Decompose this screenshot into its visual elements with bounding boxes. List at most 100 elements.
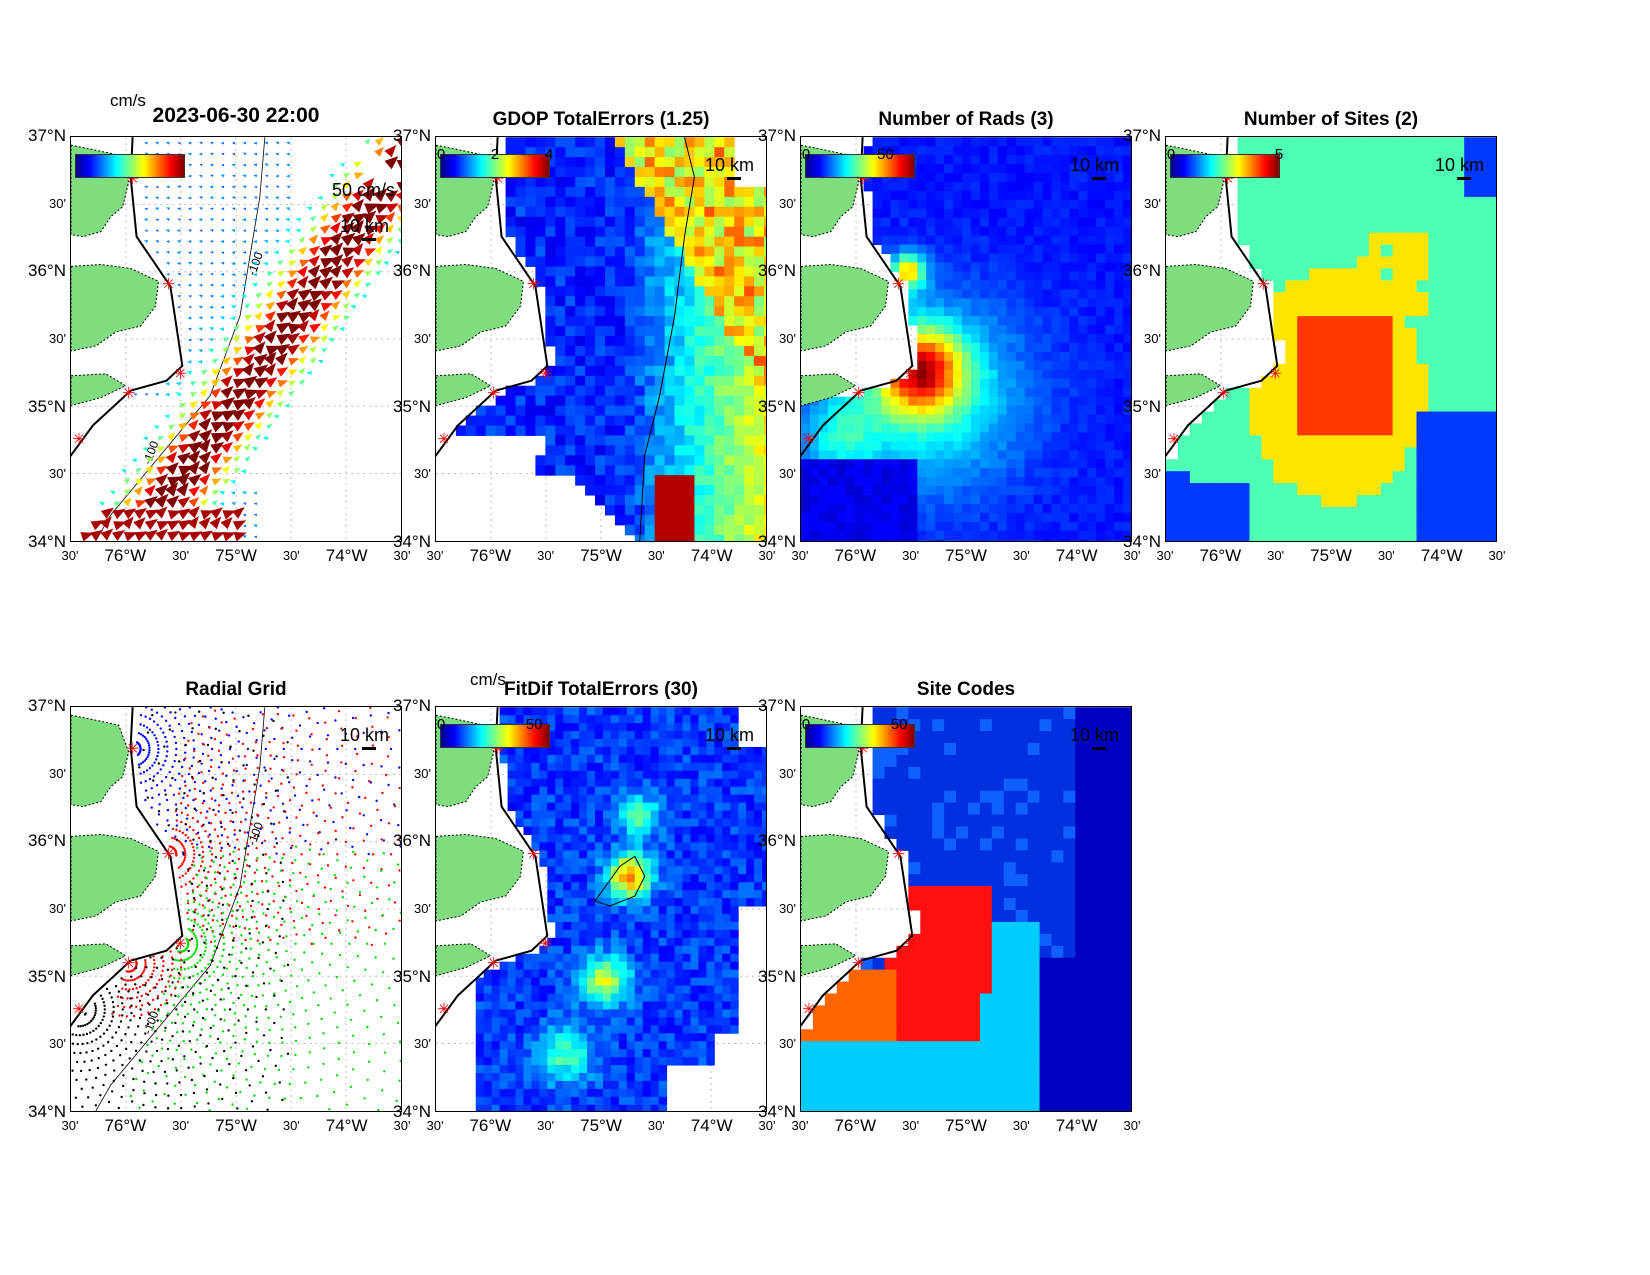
- grid-cell: [545, 336, 556, 347]
- grid-cell: [1344, 483, 1358, 496]
- grid-cell: [1488, 518, 1496, 532]
- grid-cell: [1051, 146, 1061, 156]
- grid-cell: [1123, 459, 1131, 469]
- grid-cell: [1404, 363, 1417, 377]
- grid-cell: [1051, 164, 1061, 174]
- radial-grid-point: [164, 719, 168, 723]
- grid-cell: [917, 217, 927, 228]
- grid-cell: [674, 167, 685, 178]
- grid-cell: [1404, 161, 1417, 174]
- grid-cell: [1356, 375, 1370, 389]
- current-vector: [209, 218, 214, 222]
- grid-cell: [1488, 256, 1496, 269]
- grid-cell: [917, 280, 927, 290]
- grid-cell: [1114, 369, 1124, 380]
- current-vector: [155, 185, 159, 189]
- grid-cell: [1332, 506, 1346, 520]
- current-vector: [177, 273, 181, 276]
- grid-cell: [1096, 387, 1106, 398]
- grid-cell: [899, 530, 909, 541]
- grid-cell: [1015, 325, 1026, 335]
- current-vector: [274, 196, 279, 200]
- grid-cell: [863, 387, 874, 398]
- radial-grid-point: [273, 892, 276, 896]
- grid-cell: [684, 445, 695, 456]
- grid-cell: [644, 375, 656, 387]
- radial-grid-point: [241, 806, 244, 809]
- grid-cell: [1428, 328, 1441, 341]
- grid-cell: [1105, 164, 1115, 174]
- current-vector: [231, 141, 236, 145]
- grid-cell: [1476, 447, 1489, 460]
- grid-cell: [908, 405, 918, 416]
- grid-cell: [908, 253, 918, 263]
- grid-cell: [917, 298, 927, 308]
- radial-grid-point: [180, 843, 184, 846]
- grid-cell: [1416, 244, 1429, 257]
- grid-cell: [1015, 360, 1026, 371]
- radial-grid-point: [193, 921, 196, 924]
- grid-cell: [654, 226, 666, 238]
- grid-cell: [515, 137, 526, 148]
- grid-cell: [585, 405, 596, 417]
- radial-grid-point: [221, 783, 225, 786]
- grid-cell: [899, 459, 909, 469]
- current-vector: [310, 336, 321, 344]
- grid-cell: [1309, 244, 1322, 257]
- radial-grid-point: [177, 772, 181, 775]
- grid-cell: [1015, 369, 1026, 380]
- grid-cell: [1087, 351, 1097, 362]
- grid-cell: [754, 475, 765, 486]
- current-vector: [263, 319, 276, 333]
- current-vector: [339, 162, 345, 168]
- grid-cell: [535, 375, 546, 387]
- radial-grid-point: [233, 717, 236, 720]
- radial-grid-point: [186, 901, 190, 905]
- radial-grid-point: [223, 865, 226, 869]
- grid-cell: [714, 137, 725, 148]
- radial-grid-point: [146, 1043, 149, 1047]
- grid-cell: [1087, 226, 1097, 237]
- grid-cell: [734, 524, 745, 536]
- radial-grid-point: [254, 741, 258, 744]
- radial-grid-point: [249, 801, 253, 804]
- grid-cell: [1051, 298, 1061, 308]
- current-vector: [332, 325, 340, 332]
- radial-grid-point: [316, 874, 320, 877]
- grid-cell: [674, 345, 685, 357]
- grid-cell: [1060, 164, 1070, 174]
- current-vector: [145, 509, 159, 520]
- radial-grid-point: [177, 977, 181, 980]
- radial-grid-point: [365, 833, 369, 836]
- grid-cell: [1309, 256, 1322, 269]
- grid-cell: [734, 534, 745, 541]
- grid-cell: [1321, 387, 1334, 401]
- grid-cell: [674, 395, 685, 407]
- grid-cell: [1024, 459, 1035, 469]
- grid-cell: [664, 157, 676, 168]
- grid-cell: [1087, 298, 1097, 308]
- grid-cell: [1006, 181, 1017, 192]
- radial-grid-point: [188, 789, 191, 792]
- radial-grid-point: [214, 717, 217, 720]
- current-vector: [318, 276, 334, 290]
- grid-cell: [1114, 432, 1124, 442]
- radial-grid-point: [174, 716, 177, 720]
- grid-cell: [1237, 471, 1250, 484]
- grid-cell: [1105, 208, 1115, 219]
- grid-cell: [1060, 271, 1070, 281]
- colorbar-tick-label: 0: [436, 146, 446, 163]
- grid-cell: [1042, 262, 1052, 272]
- grid-cell: [1189, 447, 1203, 460]
- grid-cell: [1225, 518, 1239, 532]
- grid-cell: [1440, 506, 1453, 520]
- current-vector: [133, 517, 146, 530]
- radial-grid-point: [209, 707, 212, 709]
- grid-cell: [614, 375, 626, 387]
- grid-cell: [1069, 244, 1079, 255]
- grid-cell: [595, 375, 606, 387]
- grid-cell: [1087, 244, 1097, 255]
- radial-grid-point: [228, 861, 231, 865]
- radial-grid-point: [273, 992, 276, 995]
- radial-grid-point: [316, 721, 319, 725]
